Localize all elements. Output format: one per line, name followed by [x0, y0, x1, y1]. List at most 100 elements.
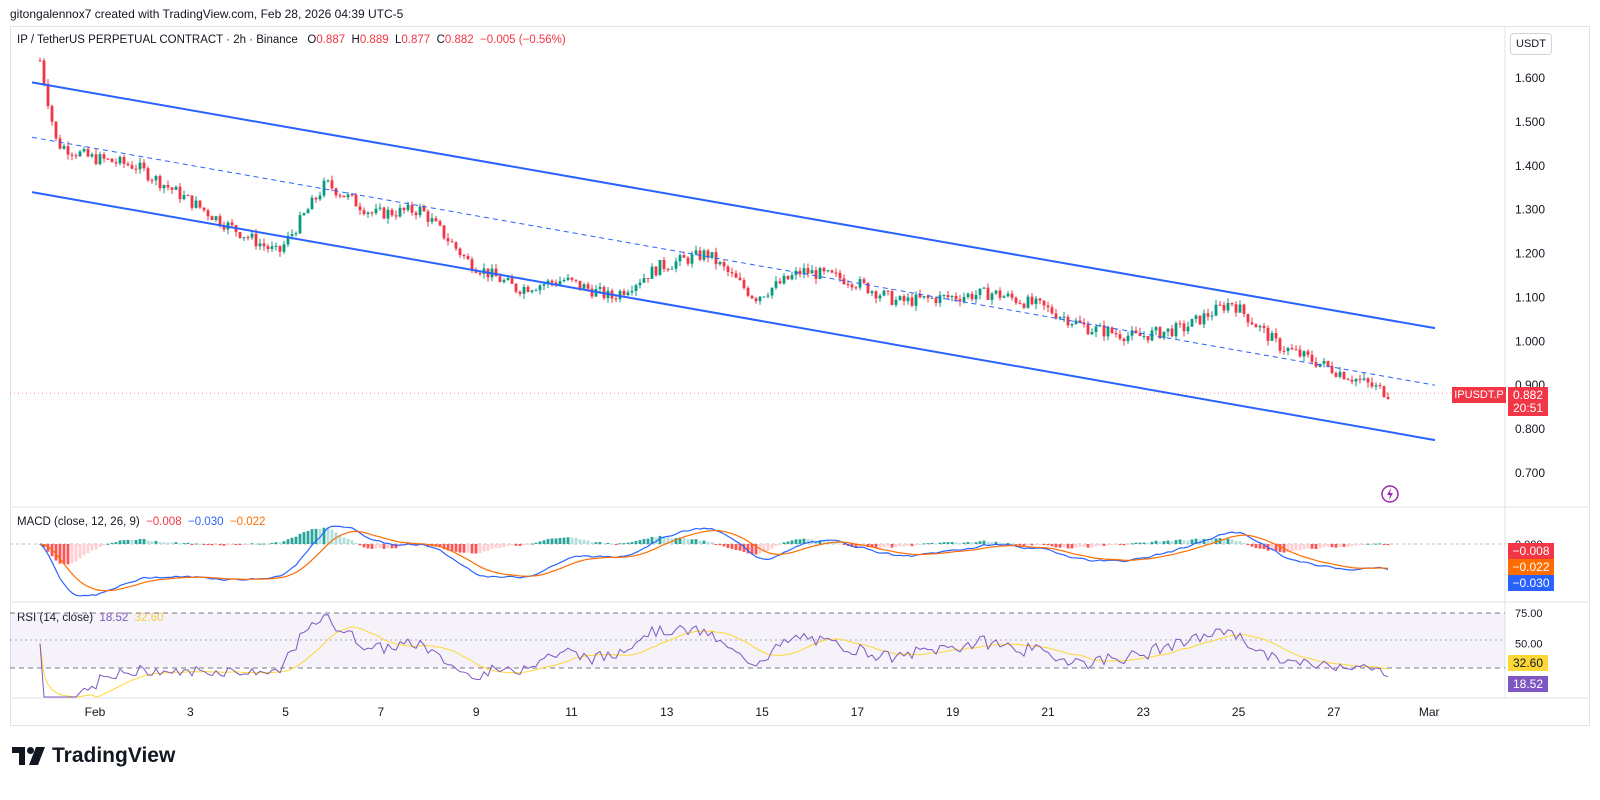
- price-axis[interactable]: 1.6001.5001.4001.3001.2001.1001.0000.900…: [1515, 71, 1545, 480]
- macd-histogram-bar: [734, 544, 738, 551]
- macd-histogram-bar: [662, 536, 666, 544]
- candle-body: [726, 266, 730, 272]
- macd-histogram-bar: [694, 539, 698, 544]
- macd-histogram-bar: [1322, 544, 1326, 548]
- candle-body: [754, 298, 758, 302]
- macd-histogram-bar: [782, 542, 786, 544]
- candle-body: [1206, 313, 1210, 317]
- candle-body: [1106, 327, 1110, 337]
- candle-body: [474, 270, 478, 273]
- candle-body: [826, 270, 830, 272]
- candle-body: [118, 156, 122, 164]
- macd-histogram-bar: [1334, 544, 1338, 548]
- time-tick-label: 5: [282, 705, 289, 719]
- candle-body: [230, 222, 234, 226]
- time-tick-label: 21: [1041, 705, 1055, 719]
- candle-body: [1270, 333, 1274, 341]
- macd-histogram-bar: [906, 544, 910, 546]
- macd-line-tag: −0.030: [1508, 575, 1554, 591]
- chart-frame: [10, 26, 1590, 726]
- candle-body: [494, 268, 498, 277]
- candle-body: [506, 278, 510, 281]
- close-value: 0.882: [444, 34, 474, 46]
- candle-body: [1074, 320, 1078, 324]
- macd-histogram-bar: [282, 541, 286, 544]
- time-axis[interactable]: Feb 3 5 7 9 11 13 15 17 19 21 23 25 27 Mar: [85, 705, 1440, 719]
- candle-body: [62, 146, 66, 149]
- macd-hist-value: −0.008: [146, 516, 182, 528]
- macd-histogram-bar: [1370, 543, 1374, 545]
- lightning-icon[interactable]: [1381, 485, 1399, 503]
- tradingview-logo[interactable]: TradingView: [12, 744, 175, 768]
- candle-body: [810, 270, 814, 274]
- macd-signal-value: −0.022: [229, 516, 266, 528]
- candle-body: [590, 288, 594, 297]
- macd-histogram-bar: [766, 544, 770, 551]
- candle-body: [366, 212, 370, 215]
- macd-histogram-bar: [738, 544, 742, 551]
- macd-histogram-bar: [1198, 539, 1202, 544]
- macd-histogram-bar: [442, 544, 446, 550]
- macd-histogram-bar: [310, 529, 314, 544]
- macd-histogram-bar: [466, 544, 470, 553]
- price-tick-label: 0.700: [1515, 466, 1545, 480]
- candle-body: [742, 280, 746, 288]
- macd-legend[interactable]: MACD (close, 12, 26, 9) −0.008 −0.030 −0…: [17, 516, 265, 528]
- candle-body: [446, 238, 450, 242]
- macd-histogram-bar: [1118, 544, 1122, 546]
- candle-body: [846, 284, 850, 286]
- macd-histogram-bar: [806, 539, 810, 544]
- rsi-tag: 18.52: [1508, 676, 1548, 692]
- candle-body: [398, 207, 402, 217]
- candle-body: [1326, 360, 1330, 366]
- macd-histogram-bar: [1346, 544, 1350, 547]
- macd-histogram-bar: [234, 544, 238, 545]
- macd-histogram-bar: [642, 538, 646, 544]
- macd-histogram-bar: [1274, 544, 1278, 551]
- candle-body: [958, 299, 962, 302]
- macd-histogram-bar: [450, 544, 454, 552]
- candle-body: [1134, 330, 1138, 333]
- candle-body: [1246, 314, 1250, 323]
- time-tick-label: 25: [1232, 705, 1246, 719]
- macd-histogram-bar: [646, 538, 650, 544]
- macd-histogram-bar: [698, 540, 702, 544]
- macd-histogram-bar: [1014, 544, 1018, 545]
- macd-histogram-bar: [518, 544, 522, 546]
- candle-body: [818, 267, 822, 279]
- candle-body: [1090, 332, 1094, 335]
- macd-histogram-bar: [1306, 544, 1310, 549]
- rsi-legend[interactable]: RSI (14, close) 18.52 32.60: [17, 612, 163, 624]
- macd-histogram-bar: [958, 542, 962, 544]
- candle-body: [318, 195, 322, 200]
- currency-button[interactable]: USDT: [1510, 33, 1552, 55]
- candle-body: [514, 283, 518, 292]
- macd-histogram-bar: [622, 543, 626, 545]
- candle-body: [1250, 322, 1254, 325]
- candle-body: [142, 162, 146, 169]
- macd-histogram-bar: [1294, 544, 1298, 551]
- macd-histogram-bar: [914, 544, 918, 545]
- macd-histogram-bar: [134, 539, 138, 544]
- regression-channel[interactable]: [31, 81, 1436, 442]
- candle-body: [1202, 313, 1206, 325]
- macd-histogram-bar: [1242, 542, 1246, 544]
- macd-histogram-bar: [446, 544, 450, 551]
- candle-body: [1054, 313, 1058, 319]
- candle-body: [902, 296, 906, 302]
- candle-body: [42, 60, 46, 84]
- candle-body: [1354, 379, 1358, 382]
- macd-histogram-bar: [602, 543, 606, 545]
- candle-body: [426, 211, 430, 222]
- candle-body: [302, 213, 306, 216]
- macd-histogram-bar: [1018, 544, 1022, 546]
- macd-histogram-bar: [1106, 544, 1110, 545]
- macd-histogram-bar: [46, 544, 50, 552]
- macd-histogram-bar: [630, 542, 634, 544]
- time-tick-label: Mar: [1419, 705, 1440, 719]
- symbol-legend[interactable]: IP / TetherUS PERPETUAL CONTRACT · 2h · …: [17, 34, 566, 46]
- candle-body: [638, 282, 642, 286]
- macd-histogram-bar: [550, 538, 554, 544]
- macd-histogram-bar: [1366, 543, 1370, 545]
